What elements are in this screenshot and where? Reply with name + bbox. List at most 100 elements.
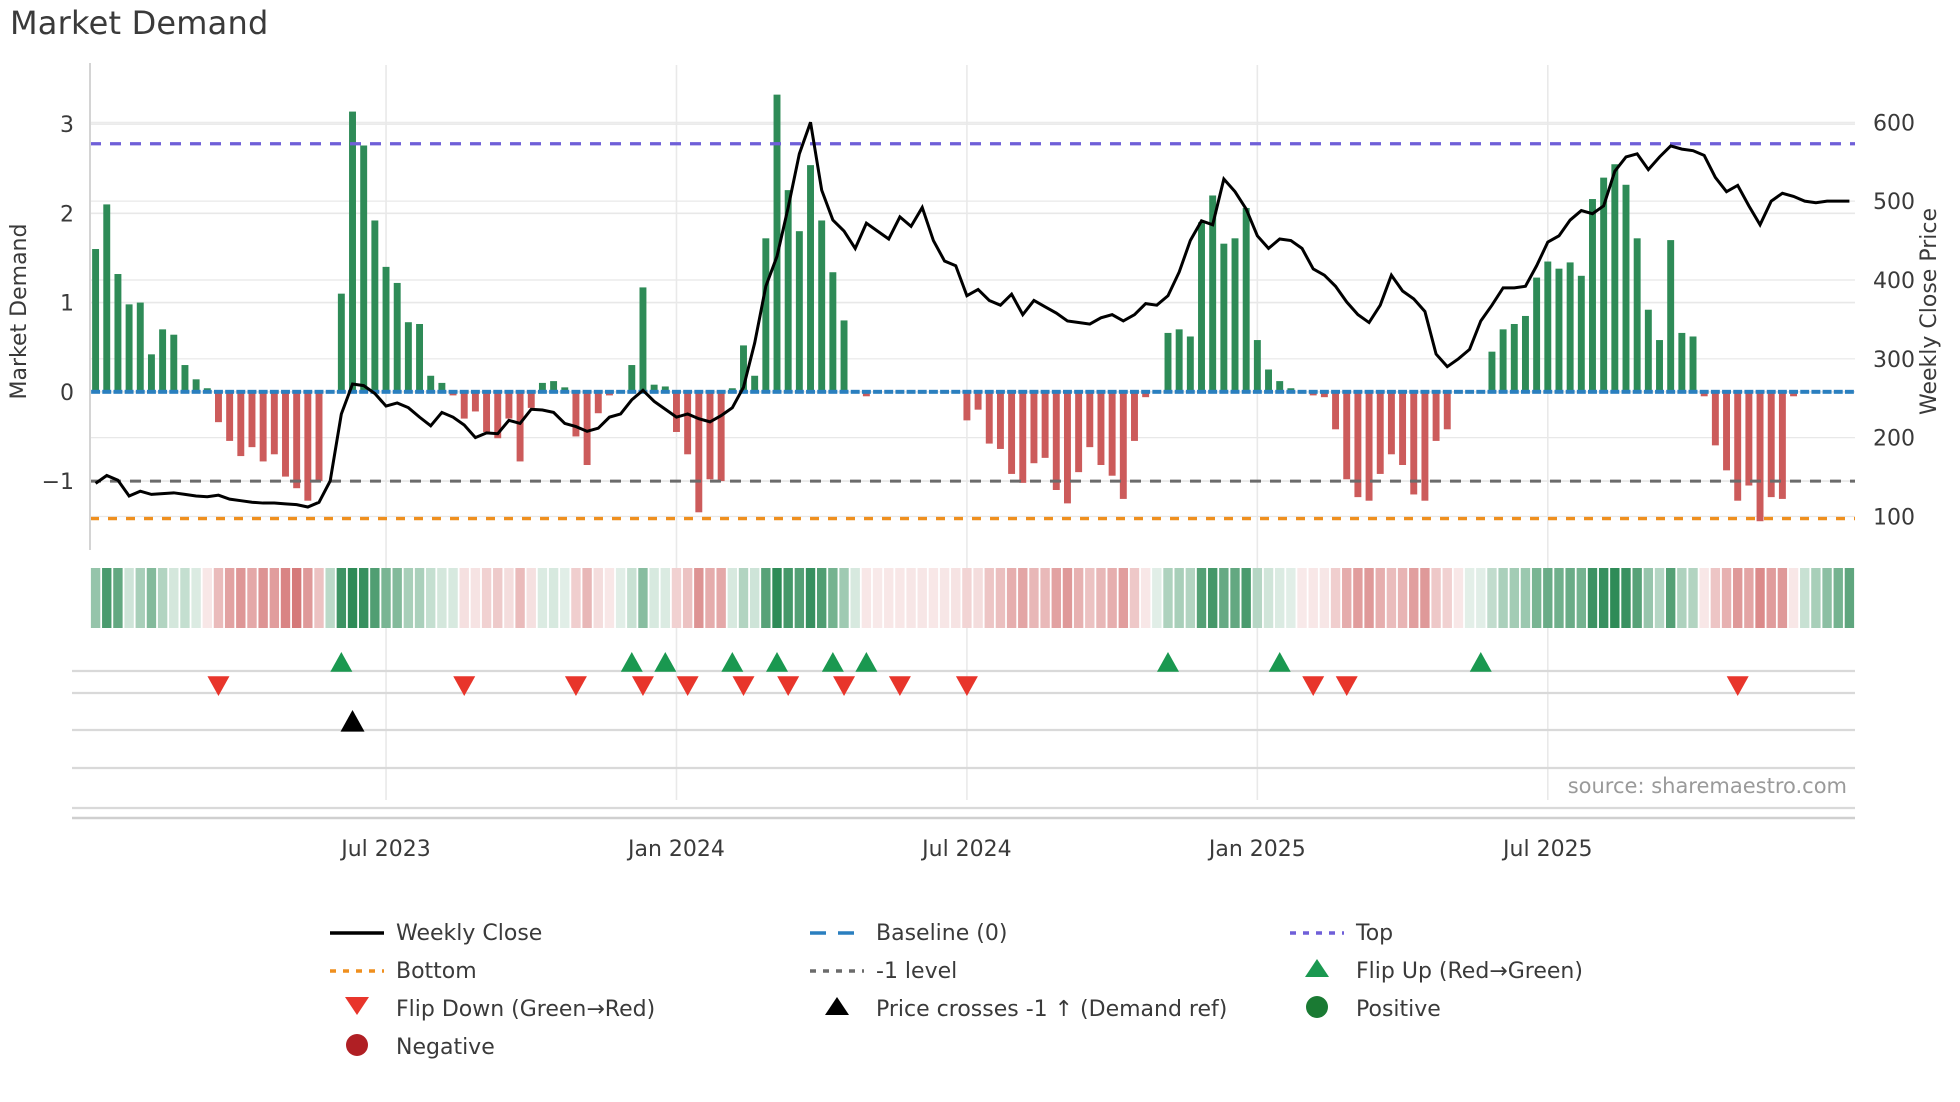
heatmap-cell (1029, 568, 1039, 628)
demand-bar-positive (829, 272, 837, 392)
demand-bar-positive (550, 381, 558, 392)
heatmap-cell (1252, 568, 1263, 628)
heatmap-cell (224, 568, 235, 628)
demand-bar-positive (125, 304, 133, 392)
legend-item[interactable]: Baseline (0) (810, 921, 1007, 946)
demand-bar-positive (1689, 336, 1697, 392)
right-axis-tick: 500 (1873, 190, 1915, 215)
demand-bar-positive (1566, 262, 1574, 392)
demand-bar-positive (337, 293, 345, 392)
page-title: Market Demand (10, 4, 269, 42)
heatmap-cell (1587, 568, 1598, 628)
heatmap-cell (1520, 568, 1531, 628)
x-axis-tick: Jul 2025 (1501, 837, 1593, 862)
legend-item[interactable]: Bottom (330, 959, 477, 984)
demand-bar-negative (1443, 391, 1451, 430)
heatmap-cell (135, 568, 145, 628)
heatmap-cell (1241, 568, 1251, 628)
heatmap-cell (1498, 568, 1508, 628)
demand-bar-positive (1678, 332, 1686, 392)
left-axis-tick: −1 (42, 470, 74, 495)
demand-bar-positive (561, 387, 569, 392)
legend-item[interactable]: Flip Down (Green→Red) (345, 997, 655, 1022)
right-axis-tick: 100 (1873, 505, 1915, 530)
demand-bar-negative (1734, 391, 1742, 501)
heatmap-cell (1118, 568, 1128, 628)
heatmap-cell (1453, 568, 1464, 628)
flip-down-marker (833, 676, 856, 696)
heatmap-cell (571, 568, 581, 628)
legend-item[interactable]: Positive (1306, 996, 1441, 1022)
demand-bar-negative (717, 391, 725, 482)
heatmap-cell (1275, 568, 1285, 628)
heatmap-cell (872, 568, 883, 628)
legend-item[interactable]: Top (1290, 921, 1393, 946)
heatmap-cell (1308, 568, 1318, 628)
heatmap-cell (202, 568, 212, 628)
demand-bar-negative (471, 391, 479, 412)
heatmap-cell (213, 568, 224, 628)
demand-bar-negative (315, 391, 323, 482)
heatmap-cell (738, 568, 749, 628)
legend-label: Weekly Close (396, 921, 542, 946)
demand-bar-negative (1131, 391, 1138, 441)
demand-bar-positive (1611, 164, 1619, 392)
demand-bar-negative (706, 391, 714, 480)
heatmap-cell (895, 568, 905, 628)
legend-item[interactable]: -1 level (810, 959, 957, 984)
demand-bar-positive (1510, 323, 1518, 392)
demand-bar-positive (360, 145, 368, 392)
demand-bar-positive (1209, 195, 1217, 392)
demand-bar-positive (393, 282, 401, 392)
heatmap-cell (1174, 568, 1184, 628)
demand-bar-positive (639, 287, 647, 392)
demand-bar-positive (661, 386, 669, 392)
heatmap-cell (761, 568, 771, 628)
legend-item[interactable]: Price crosses -1 ↑ (Demand ref) (825, 997, 1227, 1022)
demand-bar-positive (1521, 315, 1529, 392)
heatmap-cell (1811, 568, 1821, 628)
heatmap-cell (817, 568, 827, 628)
heatmap-cell (1610, 568, 1620, 628)
heatmap-cell (627, 568, 637, 628)
heatmap-cell (414, 568, 425, 628)
heatmap-cell (1800, 568, 1810, 628)
legend-label: Positive (1356, 997, 1441, 1022)
heatmap-cell (1353, 568, 1363, 628)
legend-item[interactable]: Weekly Close (330, 921, 542, 946)
legend-label: Baseline (0) (876, 921, 1007, 946)
source-watermark: source: sharemaestro.com (1568, 774, 1847, 798)
heatmap-cell (1576, 568, 1587, 628)
demand-bar-negative (1399, 391, 1407, 466)
demand-bar-negative (460, 391, 468, 419)
flip-up-marker (1156, 652, 1179, 672)
x-axis-tick: Jan 2024 (626, 837, 725, 862)
demand-bar-negative (248, 391, 256, 448)
demand-bar-positive (1164, 332, 1172, 392)
demand-bar-negative (1410, 391, 1418, 495)
heatmap-cell (113, 568, 123, 628)
demand-bar-positive (416, 323, 424, 392)
heatmap-cell (470, 568, 481, 628)
demand-bar-negative (1376, 391, 1384, 474)
heatmap-cell (1598, 568, 1609, 628)
demand-bar-positive (1544, 261, 1552, 392)
heatmap-cell (805, 568, 816, 628)
heatmap-cell (649, 568, 659, 628)
heatmap-cell (1319, 568, 1330, 628)
legend-item[interactable]: Flip Up (Red→Green) (1305, 959, 1583, 984)
heatmap-cell (995, 568, 1006, 628)
legend-item[interactable]: Negative (346, 1034, 495, 1060)
heatmap-cell (772, 568, 782, 628)
demand-bar-positive (92, 249, 100, 392)
demand-bar-positive (427, 375, 435, 392)
demand-bar-positive (1198, 222, 1205, 392)
heatmap-cell (973, 568, 983, 628)
flip-down-marker (1302, 676, 1325, 696)
demand-bar-positive (740, 345, 747, 392)
x-axis-tick: Jul 2023 (339, 837, 431, 862)
heatmap-cell (1431, 568, 1441, 628)
heatmap-cell (1073, 568, 1084, 628)
demand-bar-negative (237, 391, 245, 457)
